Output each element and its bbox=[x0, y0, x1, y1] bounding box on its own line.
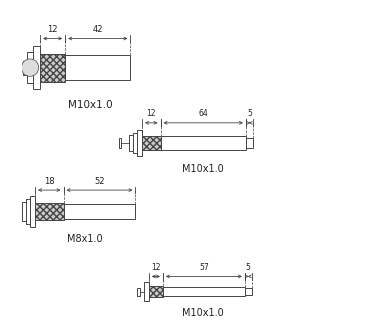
Circle shape bbox=[22, 59, 39, 76]
Bar bbox=[23, 60, 27, 75]
Bar bbox=[142, 135, 161, 150]
Bar bbox=[133, 133, 137, 153]
Bar bbox=[163, 288, 245, 296]
Bar bbox=[65, 55, 130, 80]
Bar bbox=[26, 199, 30, 224]
Bar bbox=[144, 282, 149, 301]
Bar bbox=[149, 287, 163, 297]
Bar bbox=[33, 46, 40, 89]
Bar bbox=[27, 52, 33, 83]
Bar bbox=[246, 137, 253, 148]
Bar bbox=[138, 288, 140, 296]
Text: 12: 12 bbox=[151, 263, 161, 272]
Bar bbox=[245, 289, 252, 295]
Bar bbox=[35, 203, 64, 220]
Bar bbox=[161, 136, 246, 150]
Bar bbox=[64, 204, 135, 219]
Bar bbox=[137, 130, 142, 156]
Text: 42: 42 bbox=[93, 25, 103, 34]
Text: 12: 12 bbox=[47, 25, 58, 34]
Text: M10x1.0: M10x1.0 bbox=[68, 100, 113, 110]
Bar bbox=[129, 135, 133, 151]
Bar bbox=[40, 53, 65, 82]
Text: 18: 18 bbox=[44, 177, 54, 186]
Text: 12: 12 bbox=[147, 110, 156, 119]
Text: M10x1.0: M10x1.0 bbox=[181, 164, 223, 174]
Text: 5: 5 bbox=[246, 263, 251, 272]
Text: 52: 52 bbox=[94, 177, 105, 186]
Text: 64: 64 bbox=[198, 110, 208, 119]
Bar bbox=[12, 205, 14, 218]
Text: 5: 5 bbox=[247, 110, 252, 119]
Bar bbox=[22, 202, 26, 221]
Text: M10x1.0: M10x1.0 bbox=[181, 308, 223, 318]
Bar bbox=[119, 138, 121, 148]
Text: 57: 57 bbox=[199, 263, 209, 272]
Text: M8x1.0: M8x1.0 bbox=[67, 234, 103, 244]
Bar bbox=[30, 196, 35, 227]
